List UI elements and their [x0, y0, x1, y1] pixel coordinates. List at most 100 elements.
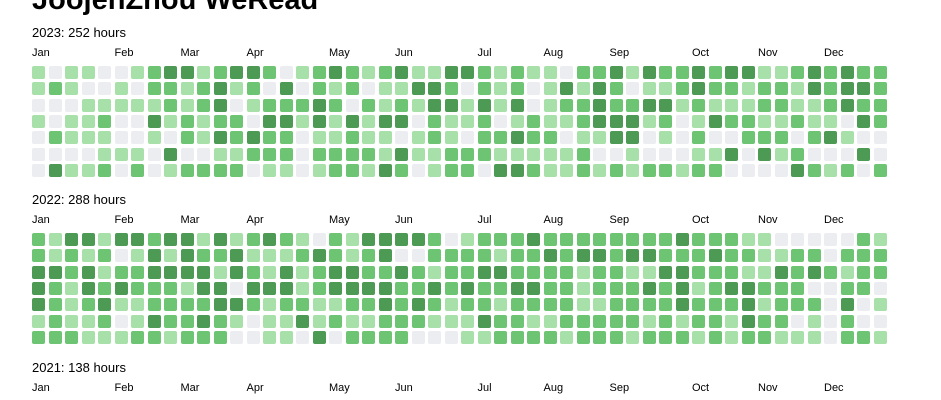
heatmap-cell[interactable]: [98, 249, 111, 263]
heatmap-cell[interactable]: [626, 314, 639, 328]
heatmap-cell[interactable]: [758, 298, 771, 312]
heatmap-cell[interactable]: [725, 147, 738, 161]
heatmap-cell[interactable]: [230, 265, 243, 279]
heatmap-cell[interactable]: [857, 265, 870, 279]
heatmap-cell[interactable]: [345, 98, 359, 112]
heatmap-cell[interactable]: [444, 147, 458, 161]
heatmap-cell[interactable]: [48, 82, 62, 96]
heatmap-cell[interactable]: [527, 82, 540, 96]
heatmap-cell[interactable]: [626, 163, 639, 177]
heatmap-cell[interactable]: [444, 281, 458, 295]
heatmap-cell[interactable]: [741, 66, 755, 79]
heatmap-cell[interactable]: [180, 114, 194, 128]
heatmap-cell[interactable]: [873, 98, 887, 112]
heatmap-cell[interactable]: [411, 114, 425, 128]
heatmap-cell[interactable]: [576, 98, 590, 112]
heatmap-cell[interactable]: [164, 82, 177, 96]
heatmap-cell[interactable]: [230, 114, 243, 128]
heatmap-cell[interactable]: [131, 147, 144, 161]
heatmap-cell[interactable]: [444, 82, 458, 96]
heatmap-cell[interactable]: [263, 82, 276, 96]
heatmap-cell[interactable]: [824, 98, 837, 112]
heatmap-cell[interactable]: [758, 98, 771, 112]
heatmap-cell[interactable]: [543, 330, 557, 344]
heatmap-cell[interactable]: [147, 298, 161, 312]
heatmap-cell[interactable]: [840, 281, 854, 295]
heatmap-cell[interactable]: [857, 114, 870, 128]
heatmap-cell[interactable]: [213, 249, 227, 263]
heatmap-cell[interactable]: [279, 281, 293, 295]
heatmap-cell[interactable]: [510, 82, 524, 96]
heatmap-cell[interactable]: [725, 163, 738, 177]
heatmap-cell[interactable]: [543, 314, 557, 328]
heatmap-cell[interactable]: [98, 265, 111, 279]
heatmap-cell[interactable]: [576, 314, 590, 328]
heatmap-cell[interactable]: [263, 114, 276, 128]
heatmap-cell[interactable]: [774, 233, 788, 246]
heatmap-cell[interactable]: [824, 314, 837, 328]
heatmap-cell[interactable]: [824, 330, 837, 344]
heatmap-cell[interactable]: [725, 249, 738, 263]
heatmap-cell[interactable]: [279, 314, 293, 328]
heatmap-cell[interactable]: [791, 98, 804, 112]
heatmap-cell[interactable]: [197, 330, 210, 344]
heatmap-cell[interactable]: [857, 131, 870, 145]
heatmap-cell[interactable]: [774, 281, 788, 295]
heatmap-cell[interactable]: [329, 233, 342, 246]
heatmap-cell[interactable]: [593, 114, 606, 128]
heatmap-cell[interactable]: [626, 114, 639, 128]
heatmap-cell[interactable]: [741, 147, 755, 161]
heatmap-cell[interactable]: [609, 298, 623, 312]
heatmap-cell[interactable]: [659, 131, 672, 145]
heatmap-cell[interactable]: [98, 98, 111, 112]
heatmap-cell[interactable]: [543, 114, 557, 128]
heatmap-cell[interactable]: [428, 114, 441, 128]
heatmap-cell[interactable]: [675, 298, 689, 312]
heatmap-cell[interactable]: [477, 233, 491, 246]
heatmap-cell[interactable]: [741, 114, 755, 128]
heatmap-cell[interactable]: [527, 114, 540, 128]
heatmap-cell[interactable]: [807, 114, 821, 128]
heatmap-cell[interactable]: [774, 330, 788, 344]
heatmap-cell[interactable]: [494, 66, 507, 79]
heatmap-cell[interactable]: [230, 66, 243, 79]
heatmap-cell[interactable]: [428, 249, 441, 263]
heatmap-cell[interactable]: [230, 314, 243, 328]
heatmap-cell[interactable]: [807, 330, 821, 344]
heatmap-cell[interactable]: [114, 249, 128, 263]
heatmap-cell[interactable]: [692, 131, 705, 145]
heatmap-cell[interactable]: [725, 314, 738, 328]
heatmap-cell[interactable]: [741, 163, 755, 177]
heatmap-cell[interactable]: [692, 98, 705, 112]
heatmap-cell[interactable]: [197, 114, 210, 128]
heatmap-cell[interactable]: [444, 66, 458, 79]
heatmap-cell[interactable]: [494, 281, 507, 295]
heatmap-cell[interactable]: [362, 249, 375, 263]
heatmap-cell[interactable]: [279, 131, 293, 145]
heatmap-cell[interactable]: [659, 265, 672, 279]
heatmap-cell[interactable]: [65, 66, 78, 79]
heatmap-cell[interactable]: [609, 330, 623, 344]
heatmap-cell[interactable]: [395, 314, 408, 328]
heatmap-cell[interactable]: [296, 147, 309, 161]
heatmap-cell[interactable]: [477, 281, 491, 295]
heatmap-cell[interactable]: [494, 82, 507, 96]
heatmap-cell[interactable]: [609, 131, 623, 145]
heatmap-cell[interactable]: [197, 82, 210, 96]
heatmap-cell[interactable]: [246, 163, 260, 177]
heatmap-cell[interactable]: [296, 249, 309, 263]
heatmap-cell[interactable]: [807, 66, 821, 79]
heatmap-cell[interactable]: [675, 314, 689, 328]
heatmap-cell[interactable]: [180, 163, 194, 177]
heatmap-cell[interactable]: [675, 233, 689, 246]
heatmap-cell[interactable]: [675, 131, 689, 145]
heatmap-cell[interactable]: [164, 281, 177, 295]
heatmap-cell[interactable]: [246, 233, 260, 246]
heatmap-cell[interactable]: [543, 249, 557, 263]
heatmap-cell[interactable]: [807, 314, 821, 328]
heatmap-cell[interactable]: [510, 66, 524, 79]
heatmap-cell[interactable]: [609, 163, 623, 177]
heatmap-cell[interactable]: [741, 314, 755, 328]
heatmap-cell[interactable]: [576, 66, 590, 79]
heatmap-cell[interactable]: [81, 249, 95, 263]
